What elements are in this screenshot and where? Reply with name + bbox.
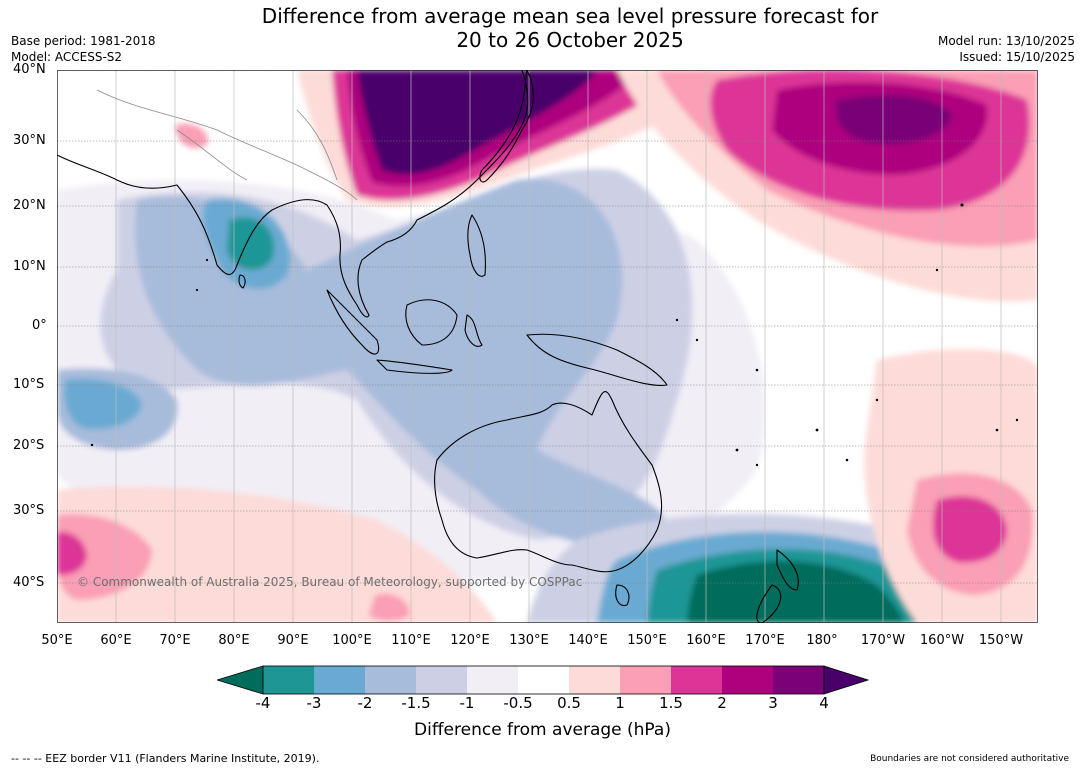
- cb-tick-0-5: 0.5: [557, 694, 581, 712]
- lon-label-180: 180°: [806, 633, 838, 648]
- colorbar-swatch: [365, 666, 416, 694]
- colorbar: [217, 665, 869, 695]
- colorbar-swatch: [773, 666, 824, 694]
- positive-small-south: [369, 593, 410, 622]
- eez-note: -- -- -- EEZ border V11 (Flanders Marine…: [11, 752, 320, 765]
- positive-spacific-2: [933, 496, 1007, 563]
- cb-tick-3: 3: [768, 694, 778, 712]
- colorbar-label: Difference from average (hPa): [414, 720, 671, 740]
- colorbar-swatch: [263, 666, 314, 694]
- lat-label-10s: 10°S: [13, 377, 45, 392]
- negative-indian-west-core: [64, 378, 142, 430]
- cb-tick-4: 4: [819, 694, 829, 712]
- chart-title: Difference from average mean sea level p…: [0, 4, 1085, 52]
- coast-new-guinea: [526, 333, 668, 386]
- lon-label-150e: 150°E: [627, 633, 667, 648]
- lon-label-150w: 150°W: [978, 633, 1024, 648]
- pressure-anomaly-map: [57, 70, 1038, 623]
- cb-tick-1-5: 1.5: [659, 694, 683, 712]
- coast-nz-north: [776, 549, 799, 591]
- model-name: Model: ACCESS-S2: [11, 50, 123, 64]
- coast-australia: [433, 391, 663, 573]
- lon-label-160e: 160°E: [686, 633, 726, 648]
- colorbar-swatch: [518, 666, 569, 694]
- cb-tick-minus0-5: -0.5: [503, 694, 533, 712]
- colorbar-swatch: [416, 666, 467, 694]
- lon-label-120e: 120°E: [450, 633, 490, 648]
- lon-label-100e: 100°E: [332, 633, 372, 648]
- cb-tick-minus1: -1: [459, 694, 475, 712]
- cb-tick-minus3: -3: [306, 694, 322, 712]
- meta-left: Base period: 1981-2018 Model: ACCESS-S2: [11, 33, 156, 65]
- coastlines: [57, 70, 799, 623]
- coast-nz-south: [756, 584, 782, 623]
- lat-label-eq: 0°: [32, 318, 47, 333]
- lat-label-30s: 30°S: [13, 503, 45, 518]
- colorbar-swatch: [569, 666, 620, 694]
- lon-label-70e: 70°E: [159, 633, 191, 648]
- copyright-notice: © Commonwealth of Australia 2025, Bureau…: [77, 575, 583, 589]
- lon-label-60e: 60°E: [100, 633, 132, 648]
- issued-date: Issued: 15/10/2025: [959, 50, 1075, 64]
- boundaries-note: Boundaries are not considered authoritat…: [870, 754, 1069, 764]
- coast-asia-mainland: [57, 70, 529, 318]
- cb-tick-1: 1: [615, 694, 625, 712]
- colorbar-swatch: [722, 666, 773, 694]
- positive-southwest-2: [57, 531, 87, 576]
- lon-label-130e: 130°E: [509, 633, 549, 648]
- positive-npacific-4: [836, 95, 952, 145]
- model-run: Model run: 13/10/2025: [937, 34, 1075, 48]
- lat-label-20n: 20°N: [13, 198, 46, 213]
- coast-sulawesi: [464, 314, 483, 347]
- coast-philippines: [467, 214, 486, 277]
- lon-label-50e: 50°E: [41, 633, 73, 648]
- title-line-1: Difference from average mean sea level p…: [261, 4, 879, 28]
- lon-label-80e: 80°E: [218, 633, 250, 648]
- positive-china-core: [357, 70, 597, 175]
- lat-label-30n: 30°N: [13, 133, 46, 148]
- colorbar-frame: [262, 665, 825, 695]
- lon-label-170w: 170°W: [860, 633, 906, 648]
- colorbar-extend-low: [217, 665, 264, 695]
- coast-sumatra: [326, 289, 380, 355]
- lat-label-10n: 10°N: [13, 259, 46, 274]
- base-period: Base period: 1981-2018: [11, 34, 156, 48]
- positive-india-north: [175, 123, 208, 149]
- lat-label-40s: 40°S: [13, 575, 45, 590]
- coast-japan: [479, 70, 534, 183]
- meta-right: Model run: 13/10/2025 Issued: 15/10/2025: [938, 33, 1075, 65]
- lon-label-160w: 160°W: [919, 633, 965, 648]
- lat-label-20s: 20°S: [13, 438, 45, 453]
- map-frame: [57, 70, 1038, 623]
- island-dots: [90, 203, 1019, 467]
- coast-java: [376, 359, 453, 374]
- lon-label-170e: 170°E: [745, 633, 785, 648]
- lon-label-110e: 110°E: [391, 633, 431, 648]
- colorbar-extend-high: [823, 665, 869, 695]
- borders: [96, 89, 358, 201]
- coast-sri-lanka: [238, 274, 246, 289]
- cb-tick-minus4: -4: [255, 694, 271, 712]
- meridians: [115, 70, 1002, 623]
- anomaly-fields: [57, 70, 1038, 623]
- coast-borneo: [405, 299, 458, 346]
- lat-label-40n: 40°N: [13, 62, 46, 77]
- lon-label-140e: 140°E: [568, 633, 608, 648]
- colorbar-swatch: [467, 666, 518, 694]
- colorbar-swatch: [620, 666, 671, 694]
- negative-tasman-minus4: [687, 561, 905, 623]
- positive-southwest-outer: [57, 486, 497, 623]
- positive-southwest-1: [57, 514, 152, 600]
- coast-tasmania: [615, 584, 630, 607]
- cb-tick-minus2: -2: [357, 694, 373, 712]
- title-line-2: 20 to 26 October 2025: [456, 28, 684, 52]
- cb-tick-minus1-5: -1.5: [401, 694, 431, 712]
- negative-center-india: [227, 217, 275, 271]
- colorbar-swatch: [314, 666, 365, 694]
- cb-tick-2: 2: [717, 694, 727, 712]
- lon-label-90e: 90°E: [277, 633, 309, 648]
- colorbar-swatch: [671, 666, 722, 694]
